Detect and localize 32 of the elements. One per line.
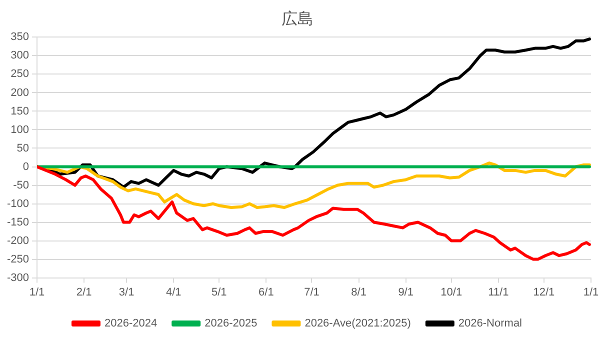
y-tick-label: -150	[6, 216, 30, 228]
y-tick-label: 300	[10, 50, 30, 62]
y-tick-label: 200	[10, 86, 30, 99]
legend-label: 2026-2024	[104, 318, 158, 330]
x-tick-label: 10/1	[440, 286, 462, 298]
y-tick-label: 0	[22, 160, 30, 173]
x-tick-label: 11/1	[488, 286, 509, 298]
x-tick-label: 3/1	[118, 286, 134, 298]
x-tick-label: 5/1	[212, 286, 227, 298]
x-tick-label: 1/1	[583, 286, 599, 298]
y-tick-label: -50	[13, 179, 30, 192]
y-tick-label: -200	[6, 234, 30, 247]
y-tick-label: 100	[10, 124, 30, 136]
y-tick-label: 50	[16, 142, 30, 154]
legend-label: 2026-2025	[204, 318, 258, 330]
x-tick-label: 4/1	[166, 286, 182, 298]
x-tick-label: 8/1	[351, 286, 366, 298]
legend-label: 2026-Normal	[458, 318, 522, 330]
x-tick-label: 9/1	[398, 286, 414, 298]
x-tick-label: 1/1	[29, 286, 45, 298]
y-tick-label: 350	[10, 31, 30, 44]
y-tick-label: -100	[6, 198, 30, 210]
y-tick-label: -250	[6, 253, 30, 266]
y-tick-label: 150	[10, 105, 30, 118]
x-tick-label: 6/1	[258, 286, 274, 298]
y-tick-label: 250	[10, 68, 30, 80]
x-tick-label: 12/1	[533, 286, 555, 298]
x-tick-label: 7/1	[304, 286, 320, 298]
legend-label: 2026-Ave(2021:2025)	[304, 318, 411, 330]
chart-title: 広島	[282, 10, 314, 28]
y-tick-label: -300	[6, 272, 30, 284]
x-tick-label: 2/1	[76, 286, 92, 298]
